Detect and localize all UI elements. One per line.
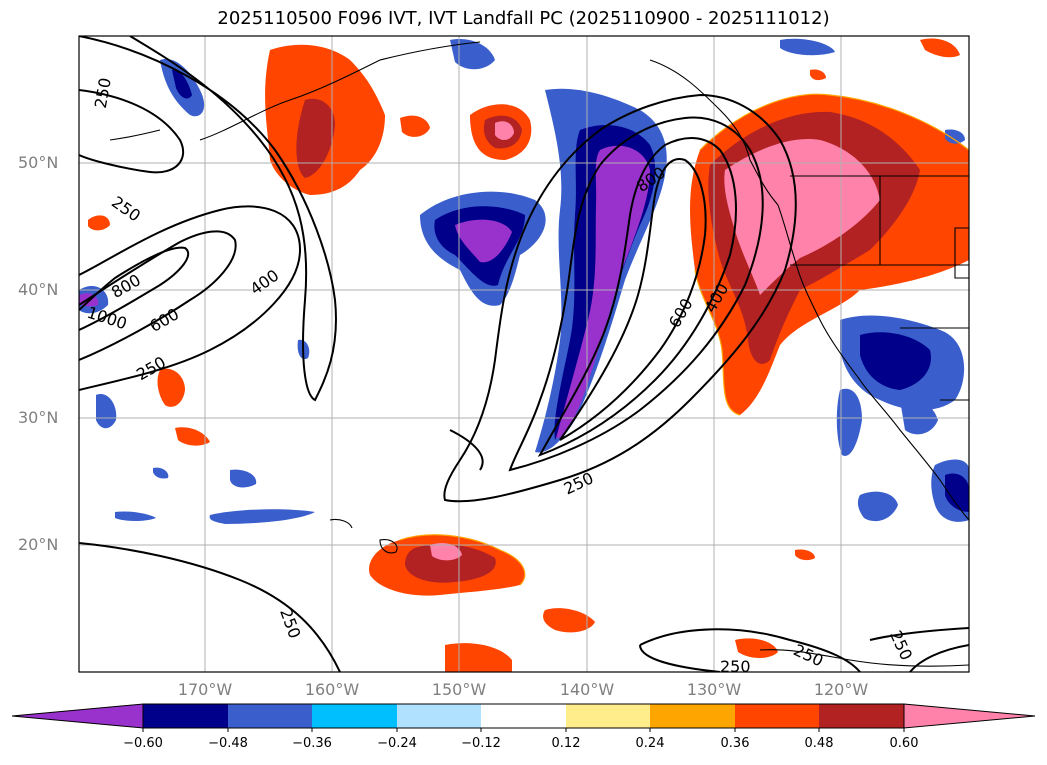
colorbar-bin [735,704,819,728]
colorbar-extend-max [903,703,1036,729]
colorbar-bin [228,704,312,728]
colorbar-tick-label: 0.12 [551,736,581,751]
lon-label: 120°W [813,680,869,699]
lat-label: 20°N [18,535,59,554]
negative-anomaly-blobs [79,38,969,524]
colorbar-tick-label: −0.24 [377,736,417,751]
colorbar-bin [312,704,397,728]
colorbar-tick-label: 0.60 [889,736,919,751]
colorbar [11,703,1036,732]
colorbar-bin [819,704,904,728]
colorbar-bin [650,704,735,728]
colorbar-tick-label: 0.36 [720,736,750,751]
colorbar-tick-label: 0.24 [635,736,665,751]
colorbar-tick-label: −0.60 [123,736,163,751]
map-title: 2025110500 F096 IVT, IVT Landfall PC (20… [217,8,830,29]
lat-label: 50°N [18,153,59,172]
positive-edge-contours [399,93,969,586]
lon-label: 130°W [686,680,742,699]
colorbar-tick-label: −0.48 [208,736,248,751]
colorbar-tick-label: −0.36 [292,736,332,751]
ivt-contours [79,36,969,672]
graticule [79,36,969,672]
map-frame [78,35,970,673]
contour-label: 250 [720,657,751,676]
lon-label: 170°W [177,680,233,699]
colorbar-bin [566,704,650,728]
lon-label: 160°W [304,680,360,699]
colorbar-tick-label: −0.12 [461,736,501,751]
lon-label: 150°W [431,680,487,699]
lat-label: 30°N [18,408,59,427]
lat-label: 40°N [18,280,59,299]
lon-label: 140°W [559,680,615,699]
colorbar-tick-label: 0.48 [804,736,834,751]
colorbar-bin [143,704,228,728]
colorbar-extend-min [11,703,144,729]
colorbar-bin [397,704,481,728]
colorbar-bin [481,704,566,728]
negative-anomaly-plume [420,88,667,453]
